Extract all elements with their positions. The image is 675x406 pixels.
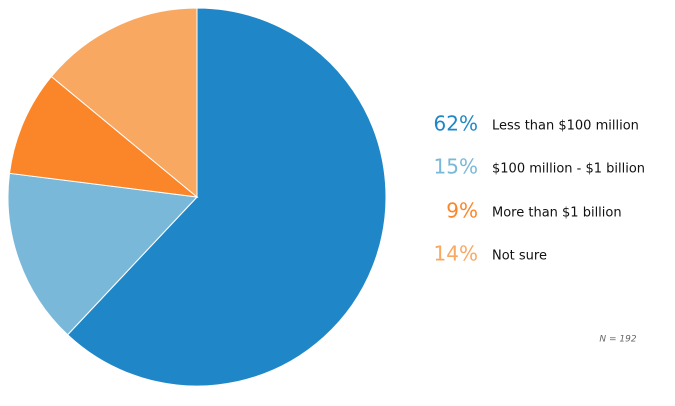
pie-slice	[8, 75, 199, 198]
legend-label: Not sure	[492, 249, 547, 264]
pie-slice	[7, 172, 199, 336]
legend-value: 15%	[434, 155, 478, 179]
legend-value: 14%	[434, 242, 478, 266]
legend-label: $100 million - $1 billion	[492, 162, 645, 177]
legend-value: 9%	[446, 199, 478, 223]
pie-slice	[50, 7, 198, 199]
legend-value: 62%	[434, 112, 478, 136]
legend-label: More than $1 billion	[492, 206, 622, 221]
legend-label: Less than $100 million	[492, 119, 639, 134]
pie-slice	[66, 7, 387, 387]
sample-size-note: N = 192	[599, 335, 636, 345]
